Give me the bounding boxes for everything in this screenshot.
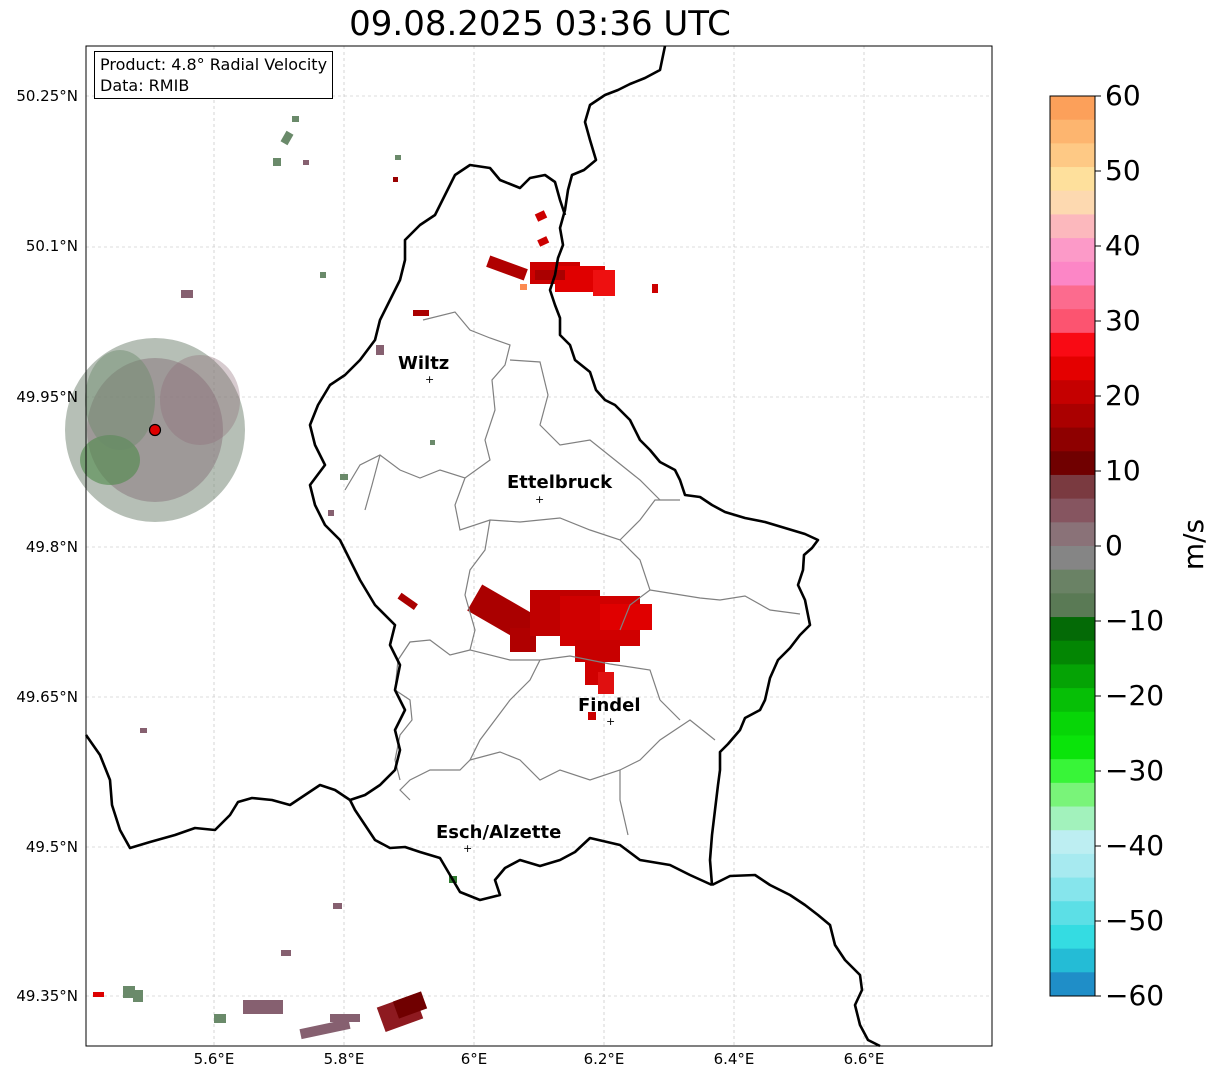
colorbar-segment [1050, 901, 1095, 926]
city-marker-findel: + [606, 715, 615, 728]
city-marker-esch: + [463, 842, 472, 855]
colorbar-segment [1050, 569, 1095, 594]
lat-tick-label: 49.8°N [25, 538, 78, 556]
colorbar-segment [1050, 877, 1095, 902]
colorbar-segment [1050, 972, 1095, 997]
colorbar-segment [1050, 664, 1095, 689]
colorbar-segment [1050, 924, 1095, 950]
scattered-echoes [93, 116, 658, 1040]
colorbar-segment [1050, 119, 1095, 144]
city-label-wiltz: Wiltz [398, 353, 449, 374]
colorbar-segment [1050, 238, 1095, 263]
map-frame [85, 45, 993, 1047]
colorbar-segment [1050, 403, 1095, 429]
lon-tick-label: 5.8°E [323, 1050, 365, 1068]
map-title: 09.08.2025 03:36 UTC [349, 4, 731, 44]
colorbar-segment [1050, 427, 1095, 452]
city-markers: Wiltz + Ettelbruck + Findel + Esch/Alzet… [398, 353, 641, 855]
colorbar-segment [1050, 143, 1095, 168]
colorbar-segment [1050, 261, 1095, 286]
colorbar-tick-label: −30 [1105, 754, 1165, 787]
colorbar-segment [1050, 356, 1095, 381]
product-info-box: Product: 4.8° Radial Velocity Data: RMIB [94, 51, 334, 99]
city-marker-ettelbruck: + [535, 493, 544, 506]
colorbar-tick-label: 50 [1105, 154, 1141, 187]
national-borders [84, 45, 881, 1048]
colorbar-segment [1050, 285, 1095, 310]
colorbar-segment [1050, 167, 1095, 192]
colorbar-tick-label: 30 [1105, 304, 1141, 337]
city-label-findel: Findel [578, 695, 641, 716]
colorbar-tick-label: 20 [1105, 379, 1141, 412]
colorbar-segment [1050, 309, 1095, 334]
colorbar-segment [1050, 593, 1095, 618]
map-area [86, 46, 992, 1046]
lon-tick-label: 6°E [460, 1050, 488, 1068]
colorbar-tick-label: 10 [1105, 454, 1141, 487]
lon-tick-label: 6.6°E [843, 1050, 885, 1068]
colorbar-tick-label: −60 [1105, 979, 1165, 1012]
data-source-label: Data: RMIB [100, 76, 190, 95]
colorbar-segment [1050, 640, 1095, 665]
lat-tick-label: 49.95°N [16, 388, 78, 406]
colorbar-tick-marks [1095, 95, 1101, 997]
city-marker-wiltz: + [425, 373, 434, 386]
colorbar-tick-label: −50 [1105, 904, 1165, 937]
lat-tick-label: 49.65°N [16, 688, 78, 706]
colorbar-segment [1050, 711, 1095, 736]
colorbar-segment [1050, 853, 1095, 879]
lat-tick-label: 49.35°N [16, 987, 78, 1005]
colorbar-tick-label: −10 [1105, 604, 1165, 637]
colorbar-segment [1050, 190, 1095, 215]
lon-tick-label: 6.2°E [583, 1050, 625, 1068]
colorbar-segment [1050, 617, 1095, 642]
canton-borders [344, 311, 801, 836]
colorbar-segment [1050, 948, 1095, 973]
city-label-esch: Esch/Alzette [436, 822, 561, 843]
city-label-ettelbruck: Ettelbruck [507, 472, 613, 493]
colorbar [1050, 96, 1095, 997]
colorbar-segment [1050, 830, 1095, 855]
lat-tick-label: 49.5°N [25, 838, 78, 856]
colorbar-segment [1050, 498, 1095, 523]
storm-cell-central [467, 584, 652, 720]
colorbar-segment [1050, 332, 1095, 358]
product-label: Product: 4.8° Radial Velocity [100, 55, 328, 74]
lat-tick-label: 50.1°N [25, 237, 78, 255]
colorbar-tick-label: 40 [1105, 229, 1141, 262]
colorbar-segment [1050, 522, 1095, 547]
radar-site-icon [148, 423, 162, 437]
colorbar-segment [1050, 214, 1095, 239]
colorbar-segment [1050, 96, 1095, 121]
lon-tick-label: 5.6°E [193, 1050, 235, 1068]
colorbar-tick-label: 0 [1105, 529, 1123, 562]
storm-cell-north [486, 255, 615, 296]
lat-tick-label: 50.25°N [16, 87, 78, 105]
colorbar-segment [1050, 735, 1095, 760]
colorbar-segment [1050, 688, 1095, 713]
colorbar-segment [1050, 546, 1095, 571]
colorbar-segment [1050, 380, 1095, 405]
colorbar-tick-label: −40 [1105, 829, 1165, 862]
colorbar-segment [1050, 759, 1095, 784]
colorbar-tick-label: −20 [1105, 679, 1165, 712]
colorbar-unit: m/s [1177, 518, 1207, 571]
colorbar-segment [1050, 451, 1095, 476]
colorbar-segment [1050, 782, 1095, 808]
colorbar-segment [1050, 474, 1095, 500]
colorbar-tick-label: 60 [1105, 79, 1141, 112]
colorbar-segment [1050, 806, 1095, 831]
lon-tick-label: 6.4°E [713, 1050, 755, 1068]
